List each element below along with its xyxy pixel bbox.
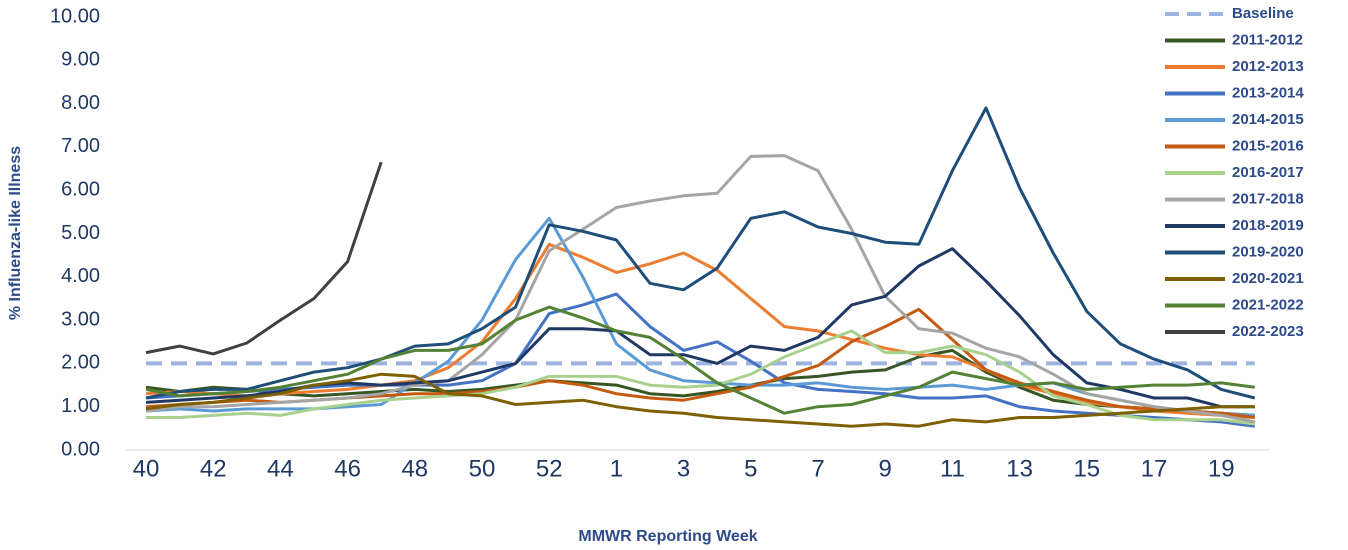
legend-label: 2019-2020 (1232, 243, 1304, 260)
x-tick-label: 13 (1006, 455, 1033, 482)
legend-label: 2014-2015 (1232, 111, 1304, 128)
legend-label: 2015-2016 (1232, 137, 1304, 154)
x-tick-label: 48 (401, 455, 428, 482)
x-tick-label: 3 (677, 455, 690, 482)
series-line (145, 292, 1255, 428)
x-tick-label: 9 (879, 455, 892, 482)
y-tick-label: 2.00 (61, 352, 100, 374)
x-tick-label: 11 (940, 455, 965, 482)
x-tick-label: 5 (744, 455, 757, 482)
series-line (145, 348, 1255, 417)
y-tick-label: 10.00 (50, 5, 100, 27)
x-tick-label: 19 (1208, 455, 1235, 482)
series-line (146, 329, 1255, 426)
y-tick-label: 4.00 (61, 265, 100, 287)
x-tick-label: 40 (133, 455, 160, 482)
x-tick-label: 50 (469, 455, 496, 482)
legend-label: 2013-2014 (1232, 84, 1304, 101)
series-line (145, 154, 1256, 424)
x-tick-label: 42 (200, 455, 227, 482)
series-line (145, 242, 1255, 419)
x-tick-label: 7 (811, 455, 824, 482)
series-line (145, 106, 1256, 400)
legend-label: 2021-2022 (1232, 296, 1304, 313)
y-tick-label: 5.00 (61, 222, 100, 244)
legend-label: 2012-2013 (1232, 58, 1304, 75)
legend-label: 2018-2019 (1232, 217, 1304, 234)
legend-label: 2020-2021 (1232, 270, 1304, 287)
x-tick-label: 1 (610, 455, 623, 482)
legend-label: 2017-2018 (1232, 190, 1304, 207)
y-tick-label: 1.00 (61, 395, 100, 417)
legend-label: 2011-2012 (1232, 31, 1303, 48)
series-line (145, 372, 1255, 428)
x-tick-label: 17 (1141, 455, 1168, 482)
x-tick-label: 15 (1073, 455, 1100, 482)
legend-label: 2022-2023 (1232, 323, 1304, 340)
x-tick-label: 46 (334, 455, 361, 482)
x-tick-label: 52 (536, 455, 563, 482)
y-tick-label: 6.00 (61, 178, 100, 200)
y-tick-label: 3.00 (61, 308, 100, 330)
x-axis-title: MMWR Reporting Week (578, 528, 757, 545)
series-line (145, 305, 1255, 415)
y-tick-label: 9.00 (61, 49, 100, 71)
legend-label: 2016-2017 (1232, 164, 1304, 181)
y-axis-title: % Influenza-like Illness (7, 146, 24, 320)
y-tick-label: 7.00 (61, 135, 100, 157)
y-tick-label: 8.00 (61, 92, 100, 114)
y-tick-label: 0.00 (61, 438, 100, 460)
legend-label: Baseline (1232, 5, 1294, 22)
x-tick-label: 44 (267, 455, 294, 482)
series-line (145, 161, 383, 356)
